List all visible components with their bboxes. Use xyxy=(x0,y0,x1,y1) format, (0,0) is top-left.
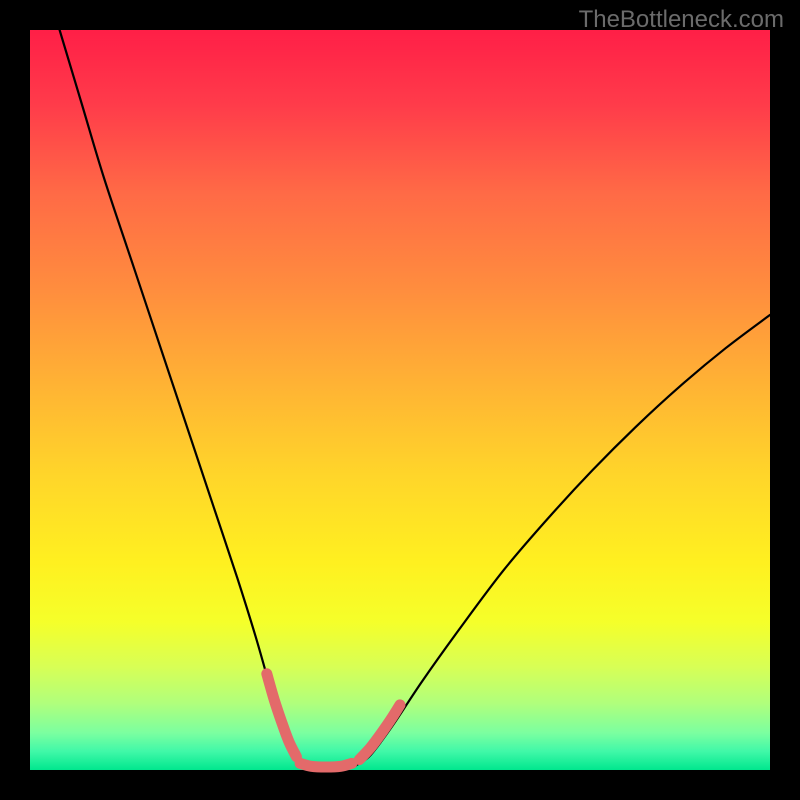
curve-main xyxy=(60,30,770,769)
overlay-segment-1 xyxy=(300,763,352,767)
chart-svg xyxy=(0,0,800,800)
overlay-segment-2 xyxy=(359,705,400,760)
overlay-segment-0 xyxy=(267,674,297,757)
watermark-label: TheBottleneck.com xyxy=(579,6,784,34)
